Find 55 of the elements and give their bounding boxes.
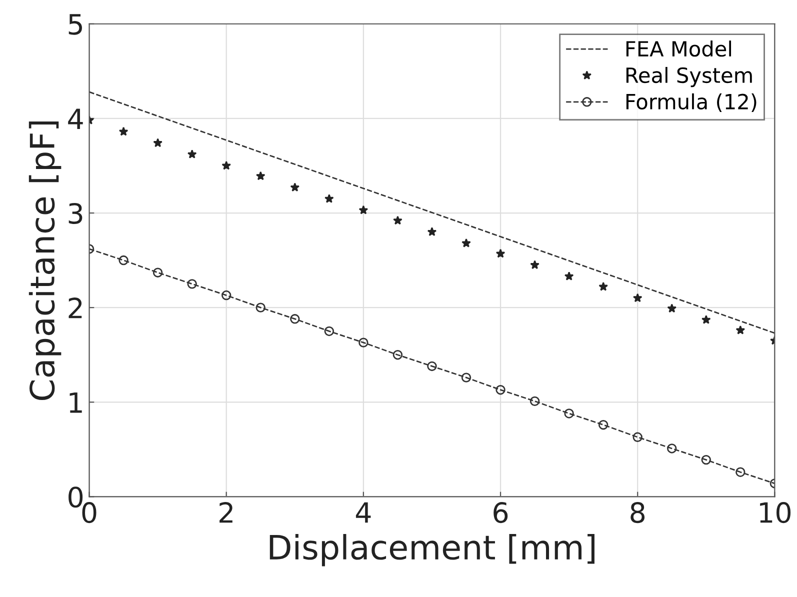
- point: [358, 338, 368, 348]
- point: [632, 432, 642, 442]
- point: [221, 290, 232, 300]
- point: [152, 268, 163, 278]
- point: [118, 255, 128, 266]
- point: [632, 293, 642, 302]
- legend-label: Real System: [626, 66, 752, 88]
- point: [496, 384, 506, 395]
- y-tick-label: 3: [68, 202, 82, 224]
- x-tick-label: 8: [630, 502, 645, 524]
- x-tick-label: 4: [356, 502, 371, 523]
- point: [462, 238, 471, 248]
- x-tick-label: 0: [82, 502, 96, 524]
- point: [256, 171, 266, 180]
- x-axis-title: Displacement [mm]: [270, 534, 594, 566]
- point: [324, 326, 334, 336]
- point: [667, 444, 677, 454]
- y-tick-label: 2: [68, 298, 82, 318]
- point: [564, 272, 574, 280]
- point: [118, 126, 128, 136]
- point: [427, 361, 437, 372]
- point: [667, 304, 677, 313]
- point: [290, 182, 300, 192]
- x-tick-label: 10: [760, 502, 791, 524]
- point: [222, 160, 232, 170]
- point: [461, 372, 472, 382]
- point: [324, 194, 334, 203]
- point: [187, 150, 197, 158]
- legend-label: Formula (12): [626, 93, 756, 112]
- x-tick-label: 2: [220, 502, 232, 523]
- point: [496, 248, 506, 258]
- y-tick-label: 4: [68, 108, 83, 129]
- y-tick-label: 1: [70, 392, 82, 413]
- point: [530, 260, 540, 270]
- point: [564, 408, 574, 418]
- point: [736, 325, 746, 334]
- point: [701, 454, 712, 465]
- point: [598, 282, 608, 291]
- point: [736, 467, 746, 477]
- x-tick-label: 6: [494, 502, 508, 524]
- point: [427, 227, 437, 236]
- point: [153, 138, 162, 148]
- point: [290, 314, 300, 324]
- y-tick-label: 0: [68, 486, 83, 508]
- point: [187, 279, 197, 289]
- y-axis-title: Capacitance [pF]: [28, 122, 62, 400]
- point: [701, 315, 711, 324]
- legend-label: FEA Model: [626, 40, 732, 57]
- point: [358, 205, 368, 214]
- y-tick-label: 5: [68, 14, 82, 35]
- point: [530, 396, 540, 406]
- point: [256, 302, 266, 312]
- point: [598, 420, 608, 430]
- point: [393, 216, 402, 225]
- point: [392, 350, 403, 360]
